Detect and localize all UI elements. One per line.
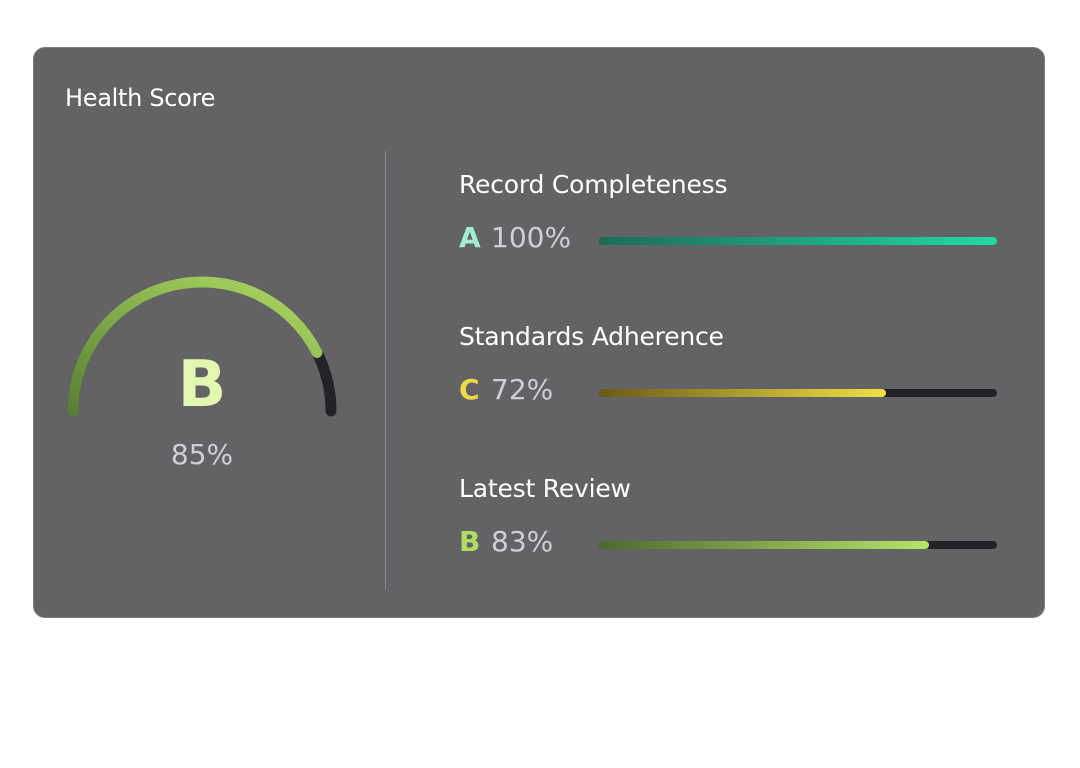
overall-percent: 85% [170,438,234,471]
overall-gauge [67,276,337,417]
metric-percent: 83% [491,525,554,558]
metric-standards-adherence: Standards Adherence C 72% [459,322,1019,413]
progress-bar [599,541,997,549]
divider [385,151,386,589]
metric-percent: 72% [491,373,554,406]
metric-label: Standards Adherence [459,322,724,351]
metric-label: Record Completeness [459,170,728,199]
overall-grade: B [177,348,227,422]
metric-latest-review: Latest Review B 83% [459,474,1019,565]
gauge-fill [67,276,323,417]
progress-fill [599,541,930,549]
health-score-card: Health Score B 85% Record Completeness A… [33,47,1045,618]
progress-bar [599,389,997,397]
metric-record-completeness: Record Completeness A 100% [459,170,1019,261]
metric-grade: B [459,525,481,558]
progress-bar [599,237,997,245]
progress-fill [599,237,997,245]
card-title: Health Score [65,84,216,112]
progress-fill [599,389,886,397]
metric-grade: C [459,373,480,406]
metric-grade: A [459,221,481,254]
metric-percent: 100% [491,221,572,254]
metric-label: Latest Review [459,474,631,503]
